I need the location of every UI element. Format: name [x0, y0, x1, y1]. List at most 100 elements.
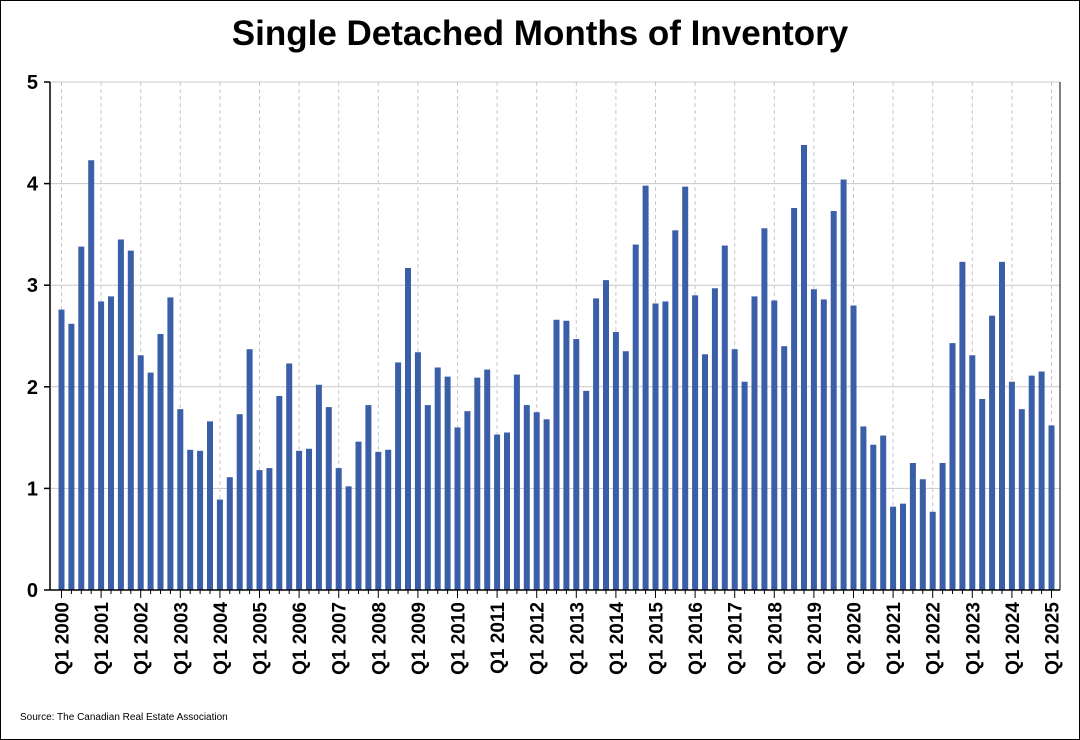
bar: [711, 288, 718, 590]
bar: [573, 339, 580, 590]
bar: [801, 144, 807, 590]
bar: [513, 374, 520, 590]
x-tick-label: Q1 2006: [290, 602, 311, 675]
bar: [860, 426, 867, 590]
bar: [365, 405, 372, 590]
bar: [484, 369, 491, 590]
bar: [504, 432, 510, 590]
bar: [989, 315, 996, 590]
x-tick-label: Q1 2021: [884, 602, 905, 675]
bar: [137, 355, 144, 590]
bar: [850, 305, 857, 590]
bar: [108, 296, 114, 590]
bar: [187, 449, 194, 590]
y-tick-label: 2: [27, 377, 38, 399]
bar: [157, 333, 164, 590]
bar: [741, 381, 748, 590]
bar: [563, 320, 570, 590]
bar: [256, 470, 263, 590]
bar: [355, 441, 362, 590]
bar: [682, 186, 689, 590]
bar: [177, 409, 184, 590]
x-tick-label: Q1 2000: [53, 602, 74, 675]
bar: [444, 376, 451, 590]
x-tick-label: Q1 2001: [92, 602, 113, 675]
bar: [523, 405, 530, 590]
bar: [236, 414, 243, 590]
x-tick-label: Q1 2003: [171, 602, 192, 675]
bar: [731, 349, 738, 590]
bar: [761, 228, 768, 590]
bar: [959, 261, 966, 590]
x-tick-label: Q1 2015: [647, 602, 668, 675]
bar: [434, 367, 441, 590]
bar: [207, 421, 213, 590]
bar: [672, 230, 679, 590]
bar: [622, 351, 629, 590]
bar: [949, 343, 956, 590]
bar: [197, 450, 204, 590]
x-tick-label: Q1 2025: [1043, 602, 1064, 675]
bar: [702, 354, 708, 590]
bar: [979, 398, 986, 590]
bar: [306, 448, 312, 590]
bar: [226, 477, 233, 590]
x-tick-label: Q1 2022: [924, 602, 945, 675]
bar: [117, 239, 124, 591]
bar: [612, 331, 619, 590]
x-tick-label: Q1 2007: [330, 602, 351, 675]
bar: [1008, 381, 1015, 590]
bar: [929, 511, 936, 590]
bar: [286, 363, 293, 590]
x-tick-label: Q1 2011: [488, 602, 509, 674]
x-tick-label: Q1 2013: [567, 602, 588, 675]
bar: [593, 298, 600, 590]
x-tick-label: Q1 2010: [449, 602, 470, 675]
bar: [771, 300, 778, 590]
bar: [543, 419, 550, 590]
bar: [494, 434, 501, 590]
bar: [1018, 409, 1025, 590]
x-tick-label: Q1 2004: [211, 602, 232, 675]
bar: [721, 245, 728, 591]
bar: [919, 479, 926, 590]
bar: [583, 390, 590, 590]
x-tick-label: Q1 2008: [369, 602, 390, 675]
bar: [464, 411, 471, 590]
bar: [880, 435, 887, 590]
bar: [147, 372, 154, 590]
bar: [405, 267, 411, 590]
bar: [642, 185, 649, 590]
bar: [1038, 371, 1045, 590]
x-tick-label: Q1 2005: [251, 602, 272, 675]
bar: [909, 463, 916, 590]
bar: [246, 349, 253, 590]
bar: [810, 289, 817, 590]
bar: [68, 323, 75, 590]
bar: [296, 450, 303, 590]
bar: [127, 250, 134, 590]
y-tick-label: 3: [27, 275, 38, 297]
bar: [662, 301, 669, 590]
bar: [830, 211, 837, 591]
bar: [424, 405, 431, 590]
y-tick-label: 0: [27, 580, 38, 602]
bar: [939, 463, 946, 590]
source-note: Source: The Canadian Real Estate Associa…: [20, 712, 228, 723]
bar: [345, 486, 352, 590]
x-tick-label: Q1 2024: [1003, 602, 1024, 675]
bar: [999, 261, 1005, 590]
bar: [474, 377, 481, 590]
bar: [870, 444, 877, 590]
bar: [385, 449, 392, 590]
bar: [266, 468, 273, 590]
bar: [216, 499, 223, 590]
bar: [632, 244, 639, 590]
bar: [900, 503, 906, 590]
bar: [325, 407, 332, 590]
bar: [553, 319, 560, 590]
bar: [820, 299, 827, 590]
y-tick-label: 4: [27, 174, 39, 196]
bar: [969, 355, 976, 590]
bar: [840, 179, 847, 590]
